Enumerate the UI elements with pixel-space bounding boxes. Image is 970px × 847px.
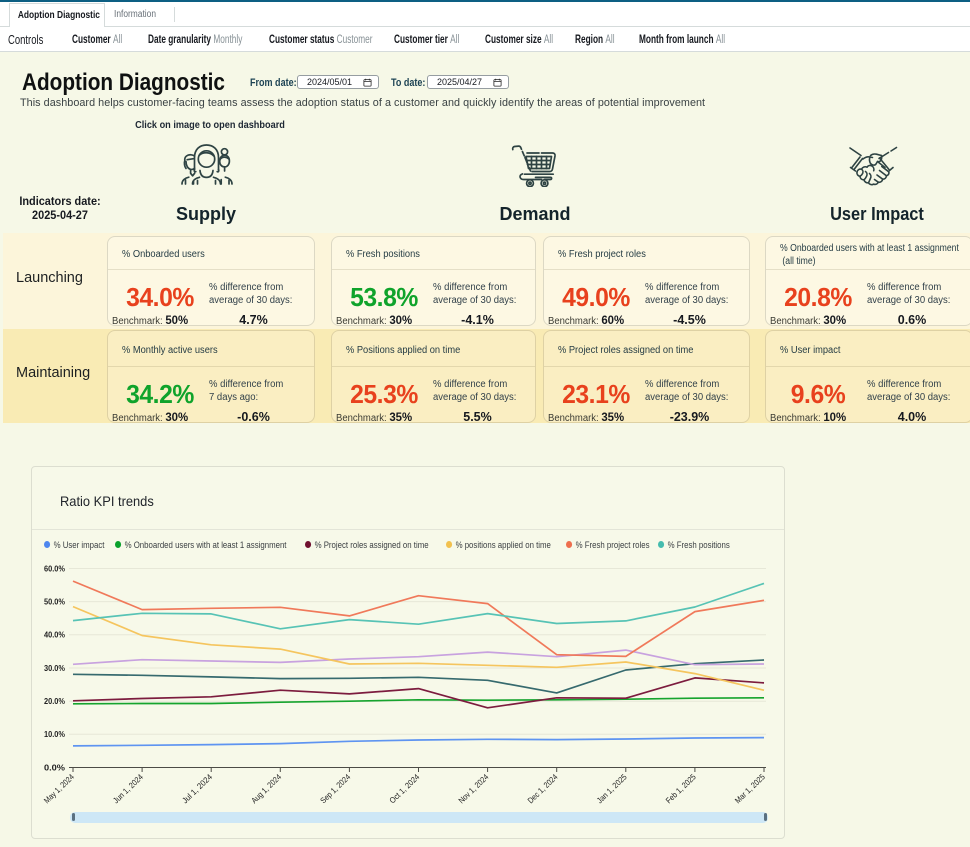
svg-text:Jul 1, 2024: Jul 1, 2024 (181, 772, 215, 805)
svg-text:60.0%: 60.0% (44, 564, 65, 573)
svg-text:30.0%: 30.0% (44, 664, 65, 673)
svg-text:Sep 1, 2024: Sep 1, 2024 (319, 772, 353, 805)
svg-text:Jan 1, 2025: Jan 1, 2025 (595, 772, 629, 805)
svg-text:Nov 1, 2024: Nov 1, 2024 (457, 772, 491, 805)
svg-text:Aug 1, 2024: Aug 1, 2024 (250, 772, 284, 805)
svg-text:0.0%: 0.0% (44, 763, 65, 772)
svg-text:May 1, 2024: May 1, 2024 (42, 772, 76, 805)
svg-text:50.0%: 50.0% (44, 597, 65, 606)
svg-text:40.0%: 40.0% (44, 631, 65, 640)
svg-text:Oct 1, 2024: Oct 1, 2024 (388, 772, 422, 805)
svg-text:Dec 1, 2024: Dec 1, 2024 (526, 772, 560, 805)
svg-text:10.0%: 10.0% (44, 730, 65, 739)
svg-text:20.0%: 20.0% (44, 697, 65, 706)
svg-text:Mar 1, 2025: Mar 1, 2025 (733, 772, 767, 805)
svg-text:Feb 1, 2025: Feb 1, 2025 (664, 772, 698, 805)
svg-text:Jun 1, 2024: Jun 1, 2024 (111, 772, 145, 805)
